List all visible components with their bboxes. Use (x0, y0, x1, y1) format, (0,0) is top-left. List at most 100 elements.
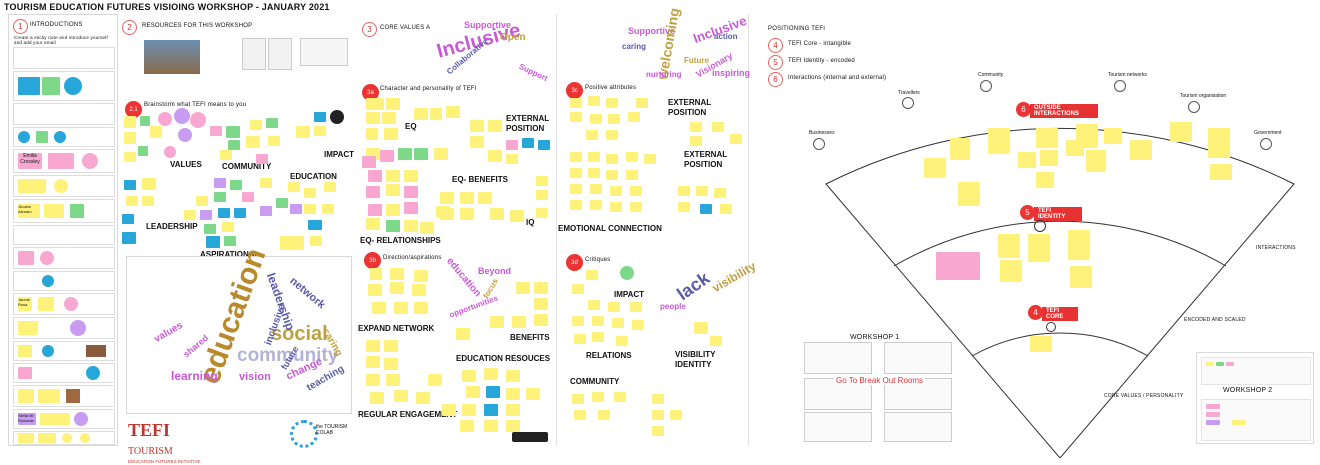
businesses-icon (813, 138, 825, 150)
cluster-label: REGULAR ENGAGEMENT (358, 410, 458, 419)
tourism-networks-icon (1114, 80, 1126, 92)
ring-middle (893, 220, 1227, 267)
intro-row (13, 385, 115, 407)
stakeholder-label: Community (978, 72, 1004, 78)
resources-frame[interactable]: 2 RESOURCES FOR THIS WORKSHOP (120, 14, 354, 94)
positioning-item: TEFI Identity - encoded (788, 58, 855, 64)
ring-inner (971, 332, 1149, 357)
word: visibility (709, 258, 759, 296)
cluster-label: ASPIRATIONAL (200, 250, 260, 259)
section-number: 5 (1020, 205, 1035, 220)
workshop-board (804, 342, 872, 374)
intro-name: Stella Mi Rymania (18, 413, 36, 425)
cluster-label: EXPAND NETWORK (358, 324, 435, 333)
workshop-board (884, 342, 952, 374)
idea-icon (1034, 220, 1046, 232)
resource-image[interactable] (144, 40, 200, 74)
stakeholder-label: Tourism organisation (1180, 93, 1227, 99)
positioning-number: 5 (768, 55, 783, 70)
workshop-board (884, 412, 952, 442)
word: people (660, 302, 686, 311)
ring-label-interactions: INTERACTIONS (1256, 245, 1296, 251)
cluster-label: RELATIONS (586, 351, 632, 360)
section-number: 3b (364, 252, 381, 269)
cluster-label: VISIBILITY IDENTITY (675, 350, 716, 369)
cluster-label: EMOTIONAL CONNECTION (558, 224, 662, 233)
cluster-label: EDUCATION RESOUCES (456, 354, 551, 363)
word: Open (500, 32, 526, 43)
intro-row: Jhoarin Alesaro (13, 199, 115, 223)
workshop-title: WORKSHOP 2 (1223, 387, 1273, 394)
section-title: INTRODUCTIONS (30, 22, 83, 28)
workshop1-frame[interactable]: WORKSHOP 1 Go To Break Out Rooms (804, 334, 954, 442)
stakeholder-label: Businesses (809, 130, 835, 136)
wordcloud-3-frame[interactable]: Inclusive Supportive Open Collaborative … (430, 16, 556, 88)
intro-row (13, 363, 115, 383)
word: network (287, 275, 328, 312)
workshop-title: WORKSHOP 1 (850, 334, 900, 341)
colab-logo: the TOURISM COLAB (290, 420, 350, 448)
section-title: Direction/aspirations (383, 255, 442, 261)
intro-row: Emilia Crossley (13, 149, 115, 173)
resource-doc[interactable] (242, 38, 266, 70)
section-title: Brainstorm what TEFI means to you (144, 102, 247, 108)
tefi-logo-subtitle: EDUCATION FUTURES INITIATIVE (128, 459, 201, 464)
workshop2-frame[interactable]: WORKSHOP 2 (1196, 352, 1314, 444)
brainstorm-frame[interactable]: 2.1 Brainstorm what TEFI means to you VA… (118, 96, 354, 259)
workshop-board (1201, 357, 1311, 385)
cluster-label: EDUCATION (290, 172, 337, 181)
cluster-label: IMPACT (614, 290, 645, 299)
cluster-label: EXTERNAL POSITION (506, 114, 549, 133)
word: inspiring (712, 68, 750, 78)
cluster-label: VALUES (170, 160, 202, 169)
cluster-label: EQ- BENEFITS (452, 175, 509, 184)
section-instruction: Create a sticky note and introduce yours… (14, 35, 108, 45)
word: Support (517, 61, 550, 84)
word: values (152, 319, 185, 346)
resource-doc[interactable] (300, 38, 348, 66)
word: Supportive (628, 26, 676, 36)
section-title: Critiques (585, 257, 611, 263)
wordcloud-3c-frame[interactable]: Supportive caring welcoming Inclusive ac… (618, 7, 750, 86)
cluster-label: COMMUNITY (570, 377, 620, 386)
word: Beyond (478, 266, 512, 276)
word: vision (239, 371, 271, 383)
wordcloud-3d2-frame[interactable]: visibility lack people (654, 256, 758, 326)
intro-row (13, 225, 115, 245)
intro-row (13, 247, 115, 269)
intro-row (13, 431, 115, 445)
breakout-link[interactable]: Go To Break Out Rooms (834, 376, 925, 385)
positioning-title: POSITIONING TEFI (768, 26, 826, 32)
colab-logo-text: the TOURISM COLAB (316, 424, 348, 436)
section-title: CORE VALUES AND I (380, 25, 443, 31)
intro-row (13, 71, 115, 101)
cluster-label: COMMUNITY (222, 162, 272, 171)
cluster-label: IMPACT (324, 150, 355, 159)
section-number: 3d (566, 254, 583, 271)
section-number: 4 (1028, 305, 1043, 320)
word: Supportive (464, 20, 512, 30)
intro-row (13, 175, 115, 197)
stakeholder-label: Government (1254, 130, 1282, 136)
ring-label-encoded: ENCODED AND SCALED (1184, 317, 1246, 323)
intro-name: Jhoarin Alesaro (18, 204, 40, 218)
section-number: 3 (362, 22, 377, 37)
tefi-logo-mark: TEFI (128, 420, 171, 440)
introductions-frame[interactable]: 1 INTRODUCTIONS Create a sticky note and… (8, 14, 118, 446)
resource-doc[interactable] (268, 38, 292, 70)
section-title: Positive attributes (585, 85, 637, 91)
positioning-number: 6 (768, 72, 783, 87)
tefi-logo: TEFI TOURISM EDUCATION FUTURES INITIATIV… (128, 420, 218, 464)
section-title: RESOURCES FOR THIS WORKSHOP (142, 23, 253, 29)
attributes-frame[interactable] (558, 14, 749, 446)
tefi-logo-word: TOURISM (128, 446, 173, 457)
stakeholder-label: Tourism networks (1108, 72, 1147, 78)
wordcloud-frame[interactable]: education community social learning lead… (126, 244, 352, 414)
cluster-label: EQ (405, 122, 417, 131)
word: learning (171, 369, 218, 383)
outside-interactions-label: OUTSIDE INTERACTIONS (1030, 104, 1098, 118)
intro-row (13, 317, 115, 339)
intro-row (13, 341, 115, 361)
positioning-item: Interactions (internal and external) (788, 75, 887, 81)
section-number: 6 (1016, 102, 1031, 117)
